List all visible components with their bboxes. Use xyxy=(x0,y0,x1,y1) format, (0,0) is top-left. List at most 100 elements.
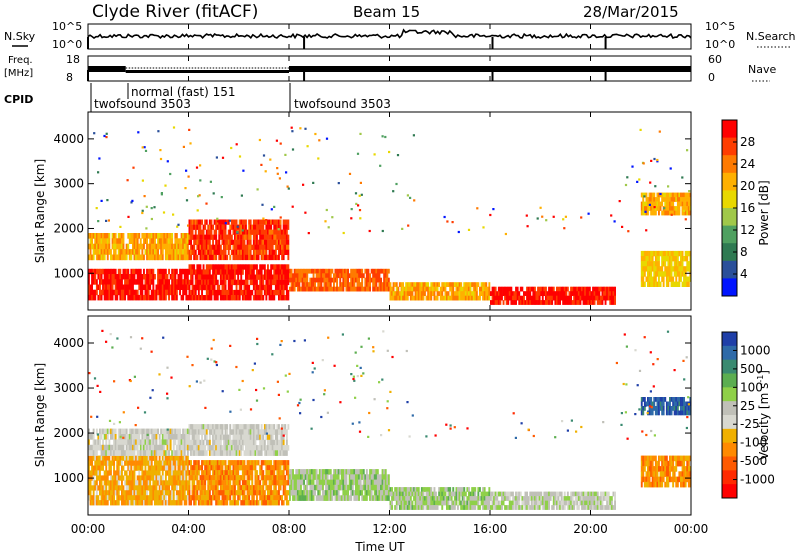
heatmap-cell xyxy=(287,424,289,430)
heatmap-cell xyxy=(198,470,200,475)
heatmap-cell xyxy=(113,466,115,471)
heatmap-cell xyxy=(476,207,478,209)
heatmap-cell xyxy=(644,271,646,276)
heatmap-cell xyxy=(286,435,288,441)
heatmap-cell xyxy=(396,282,398,287)
heatmap-cell xyxy=(215,235,217,240)
heatmap-cell xyxy=(168,269,170,275)
heatmap-cell xyxy=(313,480,315,486)
heatmap-cell xyxy=(220,440,222,446)
heatmap-cell xyxy=(146,490,148,495)
heatmap-cell xyxy=(121,480,123,485)
heatmap-cell xyxy=(275,485,277,490)
heatmap-cell xyxy=(193,245,195,250)
heatmap-cell xyxy=(276,140,278,142)
heatmap-cell xyxy=(261,465,263,470)
heatmap-cell xyxy=(123,475,125,480)
heatmap-cell xyxy=(167,160,169,162)
heatmap-cell xyxy=(287,255,289,260)
heatmap-cell xyxy=(165,295,167,301)
heatmap-cell xyxy=(542,296,544,301)
heatmap-cell xyxy=(643,195,645,197)
heatmap-cell xyxy=(361,194,363,196)
heatmap-cell xyxy=(565,291,567,296)
heatmap-cell xyxy=(379,273,381,278)
heatmap-cell xyxy=(270,225,272,230)
heatmap-cell xyxy=(580,216,582,218)
heatmap-cell xyxy=(656,159,658,161)
heatmap-cell xyxy=(413,134,415,136)
heatmap-cell xyxy=(236,143,238,145)
heatmap-cell xyxy=(198,290,200,295)
heatmap-cell xyxy=(213,192,215,194)
freq-right-tick-top: 60 xyxy=(708,53,722,66)
heatmap-cell xyxy=(257,188,259,190)
heatmap-cell xyxy=(636,181,638,183)
heatmap-cell xyxy=(167,274,169,280)
heatmap-cell xyxy=(349,173,351,175)
heatmap-cell xyxy=(251,470,253,475)
heatmap-cell xyxy=(286,450,288,456)
heatmap-cell xyxy=(386,273,388,278)
heatmap-cell xyxy=(132,285,134,291)
heatmap-cell xyxy=(179,429,181,435)
heatmap-cell xyxy=(195,500,197,505)
heatmap-cell xyxy=(395,183,397,185)
heatmap-cell xyxy=(313,495,315,501)
heatmap-cell xyxy=(105,485,107,490)
heatmap-cell xyxy=(237,500,239,505)
heatmap-cell xyxy=(173,495,175,500)
heatmap-cell xyxy=(195,250,197,255)
heatmap-cell xyxy=(186,199,188,201)
heatmap-cell xyxy=(261,424,263,430)
heatmap-cell xyxy=(262,295,264,300)
heatmap-cell xyxy=(118,466,120,471)
heatmap-cell xyxy=(347,269,349,274)
heatmap-cell xyxy=(287,245,289,250)
heatmap-cell xyxy=(677,256,679,261)
heatmap-cell xyxy=(237,470,239,475)
y-tick-label: 2000 xyxy=(53,221,84,235)
heatmap-cell xyxy=(250,295,252,300)
heatmap-cell xyxy=(242,229,244,231)
heatmap-cell xyxy=(663,207,665,209)
heatmap-cell xyxy=(360,182,362,184)
heatmap-cell xyxy=(107,434,109,440)
heatmap-cell xyxy=(619,200,621,202)
heatmap-cell xyxy=(234,495,236,500)
heatmap-cell xyxy=(286,230,288,235)
heatmap-cell xyxy=(187,466,189,471)
heatmap-cell xyxy=(286,285,288,290)
heatmap-cell xyxy=(671,261,673,266)
heatmap-cell xyxy=(217,280,219,285)
heatmap-cell xyxy=(287,445,289,451)
heatmap-cell xyxy=(407,296,409,301)
heatmap-cell xyxy=(261,290,263,295)
heatmap-cell xyxy=(284,154,286,156)
heatmap-cell xyxy=(171,233,173,239)
heatmap-cell xyxy=(108,238,110,244)
heatmap-cell xyxy=(234,485,236,490)
heatmap-cell xyxy=(614,287,616,292)
heatmap-cell xyxy=(278,255,280,260)
heatmap-cell xyxy=(156,434,158,440)
heatmap-cell xyxy=(485,282,487,287)
heatmap-cell xyxy=(110,249,112,255)
heatmap-cell xyxy=(336,278,338,283)
heatmap-cell xyxy=(492,208,494,210)
heatmap-cell xyxy=(259,480,261,485)
noise-right-tick-top: 10^5 xyxy=(705,20,735,33)
heatmap-cell xyxy=(287,235,289,240)
heatmap-cell xyxy=(229,480,231,485)
heatmap-cell xyxy=(91,238,93,244)
heatmap-cell xyxy=(287,225,289,230)
heatmap-cell xyxy=(107,500,109,505)
heatmap-cell xyxy=(675,277,677,282)
heatmap-cell xyxy=(106,199,108,201)
heatmap-cell xyxy=(229,435,231,441)
heatmap-cell xyxy=(108,244,110,250)
heatmap-cell xyxy=(350,495,352,501)
heatmap-cell xyxy=(368,269,370,274)
heatmap-cell xyxy=(391,487,393,492)
heatmap-cell xyxy=(358,278,360,283)
